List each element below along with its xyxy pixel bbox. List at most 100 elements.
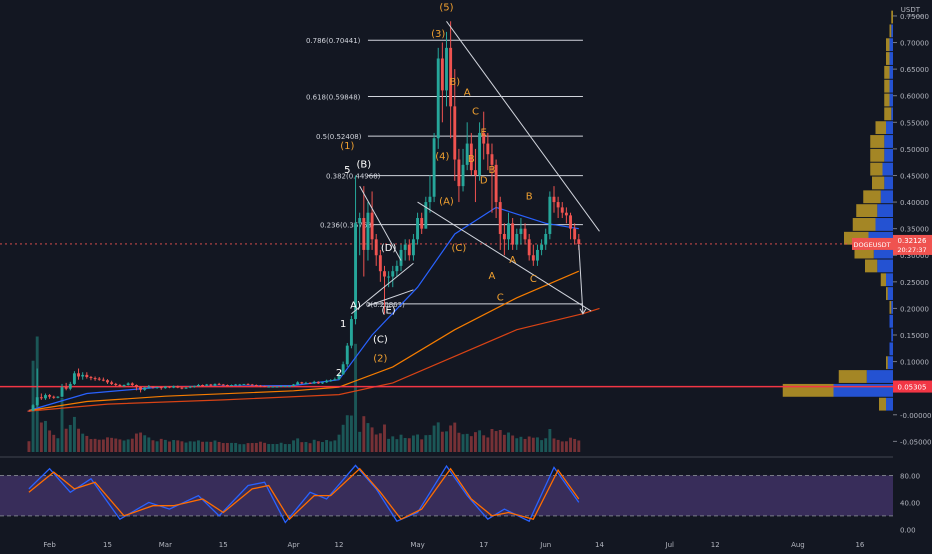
rsi-tick-label: 0.00 [900, 526, 916, 534]
volume-bar [259, 441, 262, 452]
volume-bar [201, 441, 205, 452]
volume-bar [221, 443, 225, 452]
candle-body [184, 387, 188, 389]
profile-bar [889, 93, 893, 107]
candle-body [366, 212, 370, 250]
volume-bar [511, 435, 515, 452]
candle-body [60, 387, 64, 397]
candle-body [453, 106, 457, 160]
candle-body [316, 381, 320, 384]
fib-label: 0.236(0.35763) [320, 222, 375, 230]
profile-bar [884, 135, 893, 148]
candle-body [312, 381, 316, 384]
candle-body [391, 271, 395, 277]
price-tick-label: 0.35000 [900, 226, 929, 234]
profile-bar [889, 314, 893, 328]
price-tick-label: 0.30000 [900, 252, 929, 260]
volume-bar [374, 434, 378, 452]
trendline-lower [417, 201, 592, 312]
volume-bar [362, 416, 366, 452]
wave-label: (4) [435, 152, 449, 163]
profile-bar [852, 218, 876, 231]
volume-bar [263, 442, 267, 452]
volume-bar [188, 441, 192, 452]
wave-label: C [530, 274, 537, 285]
wave-label: E [481, 128, 487, 139]
profile-bar [870, 135, 885, 148]
volume-bar [449, 425, 453, 452]
wave-label: C [472, 106, 479, 117]
volume-bar [267, 444, 271, 452]
candles [27, 21, 581, 412]
volume-bar [383, 424, 386, 452]
volume-bar [341, 424, 345, 452]
last-price-label: 0.32126 [898, 237, 927, 245]
price-tick-label: 0.10000 [900, 359, 929, 367]
candle-body [473, 170, 477, 176]
profile-bar [879, 397, 886, 411]
profile-bar [891, 328, 893, 342]
candle-body [511, 223, 515, 245]
candle-body [44, 395, 47, 399]
profile-bar [875, 121, 886, 135]
candle-body [540, 244, 544, 250]
volume-bar [329, 441, 333, 452]
price-tick-label: 0.70000 [900, 40, 929, 48]
price-tick-label: 0.20000 [900, 305, 929, 313]
wave-label: A [489, 271, 496, 282]
volume-bar [238, 444, 242, 452]
profile-bar [887, 356, 893, 370]
wave-label: (2) [373, 354, 387, 365]
time-tick-label: 16 [855, 541, 864, 549]
volume-bar [304, 442, 308, 452]
volume-bar [225, 442, 229, 452]
volume-bar [337, 434, 341, 452]
volume-bar [321, 442, 324, 452]
candle-body [507, 223, 510, 240]
candle-body [349, 319, 353, 346]
volume-bar [101, 439, 105, 452]
candle-body [147, 386, 151, 388]
volume-bar [77, 428, 80, 452]
volume-bar [134, 433, 138, 452]
profile-bar [884, 148, 893, 162]
volume-bar [560, 441, 564, 452]
wave-label: (3) [431, 29, 445, 40]
wave-label: A) [350, 300, 361, 311]
volume-bar [254, 442, 258, 452]
candle-body [234, 384, 238, 386]
volume-bar [246, 443, 250, 452]
rsi-k-line [28, 464, 580, 524]
profile-bar [886, 397, 893, 411]
volume-bar [48, 430, 52, 452]
candle-body [527, 239, 531, 256]
profile-bar [838, 370, 867, 383]
candle-body [308, 382, 312, 384]
volume-bar [531, 437, 535, 452]
profile-bar [880, 273, 886, 287]
candle-body [449, 47, 453, 107]
time-axis[interactable]: Feb 15 Mar 15 Apr 12 May 17 Jun 14 Jul 12 Aug 16 [0, 537, 893, 550]
candle-body [358, 218, 362, 224]
countdown-label: 20:27:37 [897, 246, 926, 254]
volume-bar [27, 441, 31, 452]
wave-label: (1) [340, 141, 354, 152]
volume-bar [432, 425, 436, 452]
wave-label: (C) [373, 334, 388, 345]
volume-bar [420, 439, 424, 452]
volume-bar [482, 435, 486, 452]
volume-bar [196, 440, 200, 452]
volume-bar [428, 434, 432, 452]
candle-body [378, 255, 382, 272]
candle-body [560, 207, 564, 213]
candle-body [201, 384, 205, 386]
profile-bar [884, 107, 892, 121]
volume-bar [271, 444, 275, 452]
volume-bar [519, 436, 523, 452]
profile-bar [863, 190, 881, 204]
volume-bar [93, 438, 97, 452]
candle-body [250, 384, 254, 386]
